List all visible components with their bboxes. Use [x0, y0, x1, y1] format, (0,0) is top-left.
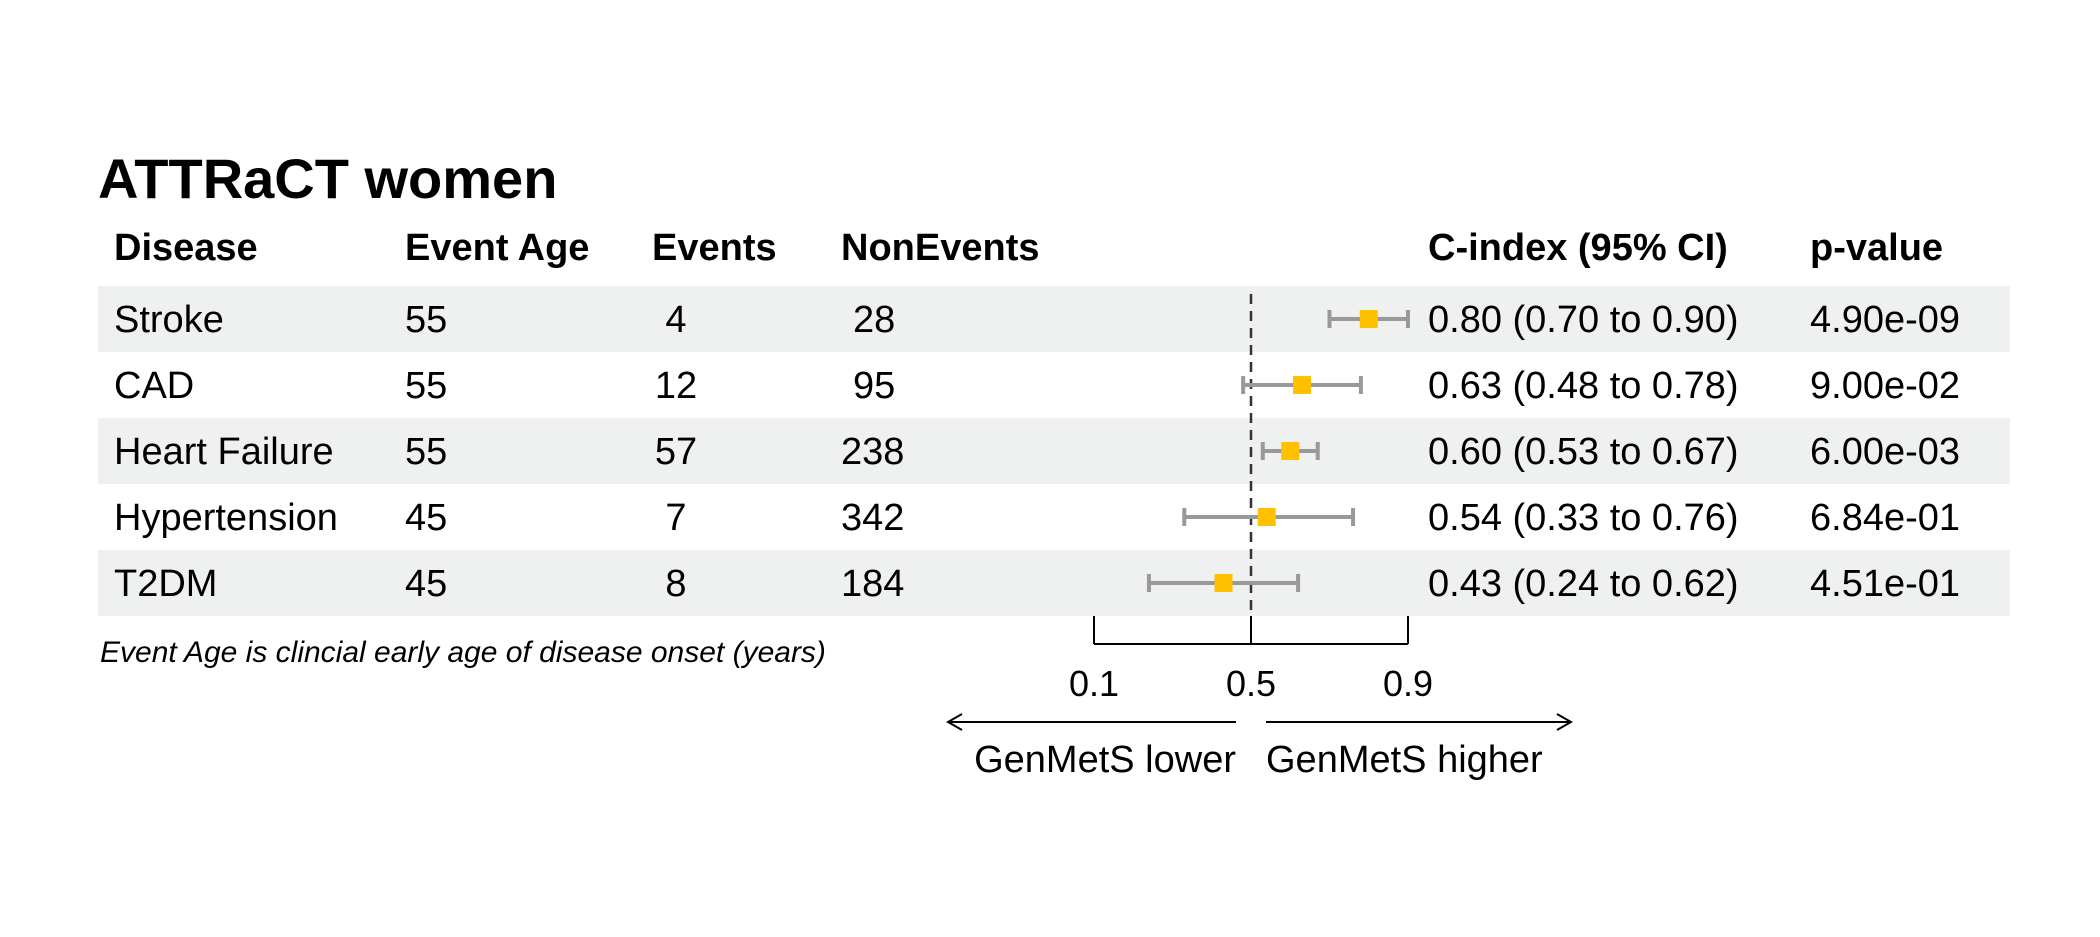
cell-event-age: 45: [405, 563, 447, 605]
table-row: Hypertension 45 7 342 0.54 (0.33 to 0.76) 6.8…: [114, 497, 1960, 539]
cell-event-age: 55: [405, 299, 447, 341]
cell-c-index: 0.43 (0.24 to 0.62): [1428, 563, 1739, 605]
direction-label-right: GenMetS higher: [1266, 739, 1543, 781]
cell-p-value: 6.84e-01: [1810, 497, 1960, 539]
cell-p-value: 9.00e-02: [1810, 365, 1960, 407]
x-tick-label: 0.5: [1226, 663, 1276, 704]
point-estimate: [1281, 442, 1300, 460]
header-nonevents: NonEvents: [841, 227, 1039, 269]
cell-c-index: 0.63 (0.48 to 0.78): [1428, 365, 1739, 407]
cell-nonevents: 184: [841, 563, 904, 605]
table-row: Heart Failure 55 57 238 0.60 (0.53 to 0.67) 6…: [114, 431, 1960, 473]
cell-event-age: 45: [405, 497, 447, 539]
table-row: CAD 55 12 95 0.63 (0.48 to 0.78) 9.00e-02: [114, 365, 1960, 407]
cell-disease: Heart Failure: [114, 431, 334, 473]
cell-nonevents: 28: [853, 299, 895, 341]
table-row: T2DM 45 8 184 0.43 (0.24 to 0.62) 4.51e-01: [114, 563, 1960, 605]
header-p-value: p-value: [1810, 227, 1943, 269]
ci-mark: [1146, 574, 1301, 592]
cell-events: 8: [665, 563, 686, 605]
header-event-age: Event Age: [405, 227, 589, 269]
right-arrow-head: [1556, 713, 1574, 731]
cell-events: 7: [665, 497, 686, 539]
cell-c-index: 0.54 (0.33 to 0.76): [1428, 497, 1739, 539]
row-background: [98, 286, 2010, 352]
plot-area: [1146, 294, 1410, 616]
x-tick-label: 0.9: [1383, 663, 1433, 704]
ci-mark: [1327, 310, 1410, 328]
cell-p-value: 4.51e-01: [1810, 563, 1960, 605]
row-backgrounds: [98, 286, 2010, 616]
cell-event-age: 55: [405, 365, 447, 407]
header-disease: Disease: [114, 227, 258, 269]
cell-c-index: 0.80 (0.70 to 0.90): [1428, 299, 1739, 341]
cell-nonevents: 95: [853, 365, 895, 407]
cell-c-index: 0.60 (0.53 to 0.67): [1428, 431, 1739, 473]
x-tick-label: 0.1: [1069, 663, 1119, 704]
left-arrow-head: [945, 713, 963, 731]
point-estimate: [1359, 310, 1378, 328]
cell-disease: T2DM: [114, 563, 217, 605]
cell-nonevents: 342: [841, 497, 904, 539]
row-background: [98, 418, 2010, 484]
table-rows: Stroke 55 4 28 0.80 (0.70 to 0.90) 4.90e-09 CA…: [114, 299, 1960, 605]
point-estimate: [1293, 376, 1312, 394]
footnote: Event Age is clincial early age of disea…: [100, 636, 826, 669]
header-c-index: C-index (95% CI): [1428, 227, 1728, 269]
cell-disease: Stroke: [114, 299, 224, 341]
cell-p-value: 4.90e-09: [1810, 299, 1960, 341]
direction-label-left: GenMetS lower: [974, 739, 1236, 781]
cell-nonevents: 238: [841, 431, 904, 473]
column-headers: Disease Event Age Events NonEvents C-ind…: [114, 227, 1943, 269]
table-row: Stroke 55 4 28 0.80 (0.70 to 0.90) 4.90e-09: [114, 299, 1960, 341]
point-estimate: [1214, 574, 1233, 592]
cell-disease: CAD: [114, 365, 194, 407]
ci-mark: [1260, 442, 1320, 460]
cell-disease: Hypertension: [114, 497, 338, 539]
ci-mark: [1182, 508, 1356, 526]
chart-title: ATTRaCT women: [98, 147, 557, 210]
ci-mark: [1241, 376, 1363, 394]
x-axis: 0.1 0.5 0.9: [1069, 616, 1433, 704]
header-events: Events: [652, 227, 777, 269]
cell-events: 4: [665, 299, 686, 341]
cell-events: 57: [655, 431, 697, 473]
cell-p-value: 6.00e-03: [1810, 431, 1960, 473]
cell-events: 12: [655, 365, 697, 407]
direction-indicators: GenMetS lower GenMetS higher: [945, 713, 1574, 781]
cell-event-age: 55: [405, 431, 447, 473]
row-background: [98, 550, 2010, 616]
point-estimate: [1257, 508, 1276, 526]
